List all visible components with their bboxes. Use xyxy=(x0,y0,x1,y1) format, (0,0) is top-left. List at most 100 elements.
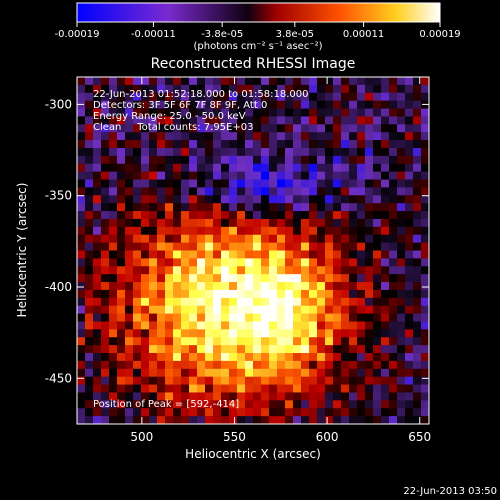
heatmap-cell xyxy=(85,226,94,236)
heatmap-cell xyxy=(213,195,222,204)
heatmap-cell xyxy=(197,384,206,394)
heatmap-cell xyxy=(389,258,398,267)
heatmap-cell xyxy=(157,353,166,362)
heatmap-cell xyxy=(365,297,374,307)
heatmap-cell xyxy=(133,100,142,110)
annotation-time: 22-Jun-2013 01:52:18.000 to 01:58:18.000 xyxy=(93,89,309,100)
heatmap-cell xyxy=(117,155,126,165)
heatmap-cell xyxy=(333,84,342,94)
heatmap-cell xyxy=(141,297,150,307)
heatmap-cell xyxy=(157,187,166,196)
heatmap-cell xyxy=(381,360,390,370)
heatmap-cell xyxy=(365,203,374,212)
heatmap-cell xyxy=(285,163,294,173)
heatmap-cell xyxy=(133,77,142,86)
heatmap-cell xyxy=(269,132,278,141)
heatmap-cell xyxy=(181,147,190,157)
heatmap-cell xyxy=(213,282,222,291)
heatmap-cell xyxy=(221,226,230,236)
heatmap-cell xyxy=(189,147,198,157)
heatmap-cell xyxy=(181,329,190,338)
heatmap-cell xyxy=(125,234,134,244)
heatmap-cell xyxy=(101,84,110,94)
heatmap-cell xyxy=(141,179,150,189)
heatmap-cell xyxy=(77,305,86,315)
heatmap-cell xyxy=(117,203,126,212)
heatmap-cell xyxy=(141,416,150,424)
heatmap-cell xyxy=(269,313,278,323)
heatmap-cell xyxy=(173,218,182,228)
heatmap-cell xyxy=(357,297,366,307)
heatmap-cell xyxy=(421,100,429,110)
heatmap-cell xyxy=(133,376,142,386)
heatmap-cell xyxy=(277,408,286,417)
heatmap-cell xyxy=(229,187,238,196)
heatmap-cell xyxy=(293,392,302,401)
heatmap-cell xyxy=(133,329,142,338)
heatmap-cell xyxy=(189,179,198,189)
heatmap-cell xyxy=(237,337,246,346)
heatmap-cell xyxy=(165,360,174,370)
heatmap-cell xyxy=(421,266,429,275)
heatmap-cell xyxy=(269,329,278,338)
heatmap-cell xyxy=(205,305,214,315)
heatmap-image xyxy=(77,77,429,424)
heatmap-cell xyxy=(413,195,422,204)
heatmap-cell xyxy=(405,84,414,94)
heatmap-cell xyxy=(381,400,390,409)
heatmap-cell xyxy=(181,116,190,125)
heatmap-cell xyxy=(165,132,174,141)
heatmap-cell xyxy=(197,187,206,196)
heatmap-cell xyxy=(157,258,166,267)
heatmap-cell xyxy=(133,289,142,299)
heatmap-cell xyxy=(77,282,86,291)
heatmap-cell xyxy=(77,400,86,409)
heatmap-cell xyxy=(325,242,334,252)
heatmap-cell xyxy=(221,408,230,417)
heatmap-cell xyxy=(317,289,326,299)
heatmap-cell xyxy=(197,84,206,94)
heatmap-cell xyxy=(261,100,270,110)
heatmap-cell xyxy=(109,77,118,86)
heatmap-cell xyxy=(397,84,406,94)
heatmap-cell xyxy=(181,274,190,283)
heatmap-cell xyxy=(93,408,102,417)
heatmap-cell xyxy=(189,416,198,424)
heatmap-cell xyxy=(229,416,238,424)
heatmap-cell xyxy=(189,132,198,141)
heatmap-cell xyxy=(285,368,294,378)
heatmap-cell xyxy=(333,171,342,181)
heatmap-cell xyxy=(413,266,422,275)
chart-title: Reconstructed RHESSI Image xyxy=(151,56,356,72)
heatmap-cell xyxy=(365,384,374,394)
heatmap-cell xyxy=(413,84,422,94)
heatmap-cell xyxy=(213,242,222,252)
heatmap-cell xyxy=(357,400,366,409)
heatmap-cell xyxy=(333,147,342,157)
heatmap-cell xyxy=(181,289,190,299)
heatmap-cell xyxy=(101,108,110,118)
heatmap-cell xyxy=(125,408,134,417)
heatmap-cell xyxy=(133,234,142,244)
heatmap-cell xyxy=(317,226,326,236)
heatmap-cell xyxy=(189,187,198,196)
heatmap-cell xyxy=(165,163,174,173)
heatmap-cell xyxy=(229,384,238,394)
heatmap-cell xyxy=(181,179,190,189)
heatmap-cell xyxy=(421,218,429,228)
heatmap-cell xyxy=(365,353,374,362)
heatmap-cell xyxy=(101,163,110,173)
heatmap-cell xyxy=(125,140,134,149)
heatmap-cell xyxy=(229,203,238,212)
heatmap-cell xyxy=(261,218,270,228)
heatmap-cell xyxy=(173,360,182,370)
heatmap-cell xyxy=(285,400,294,409)
heatmap-cell xyxy=(421,360,429,370)
heatmap-cell xyxy=(245,345,254,354)
heatmap-cell xyxy=(141,218,150,228)
heatmap-cell xyxy=(293,195,302,204)
heatmap-cell xyxy=(77,289,86,299)
heatmap-cell xyxy=(213,171,222,181)
heatmap-cell xyxy=(301,140,310,149)
heatmap-cell xyxy=(221,250,230,259)
